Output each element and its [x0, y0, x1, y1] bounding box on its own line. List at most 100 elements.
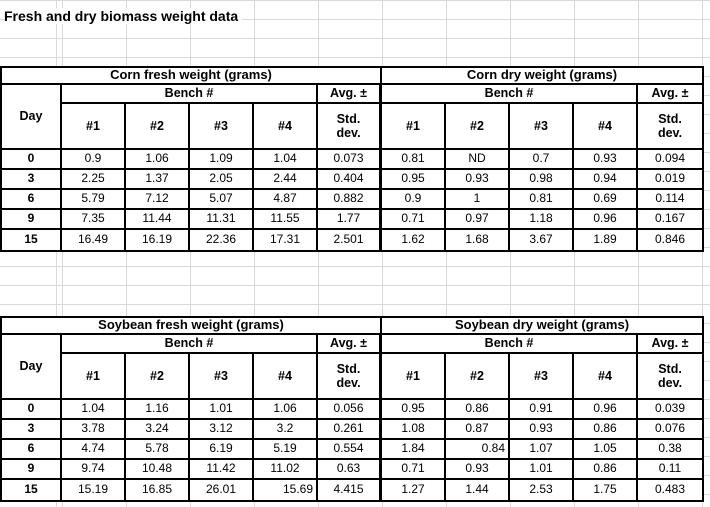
value-cell[interactable]: 0.93: [574, 150, 638, 170]
avg-cell[interactable]: 0.076: [638, 420, 702, 440]
value-cell[interactable]: 11.31: [190, 210, 254, 230]
value-cell[interactable]: 22.36: [190, 230, 254, 250]
bench3-header-cell[interactable]: #3: [510, 104, 574, 150]
day-cell[interactable]: 9: [2, 460, 62, 480]
value-cell[interactable]: 16.49: [62, 230, 126, 250]
value-cell[interactable]: 9.74: [62, 460, 126, 480]
value-cell[interactable]: 0.86: [574, 420, 638, 440]
avg-cell[interactable]: 0.114: [638, 190, 702, 210]
value-cell[interactable]: 5.79: [62, 190, 126, 210]
value-cell[interactable]: 0.81: [510, 190, 574, 210]
value-cell[interactable]: 0.86: [574, 460, 638, 480]
value-cell[interactable]: 5.07: [190, 190, 254, 210]
bench2-header-cell[interactable]: #2: [446, 354, 510, 400]
value-cell[interactable]: 0.93: [446, 460, 510, 480]
value-cell[interactable]: 0.81: [382, 150, 446, 170]
value-cell[interactable]: 0.71: [382, 210, 446, 230]
soybean-fresh-title-cell[interactable]: Soybean fresh weight (grams): [2, 318, 382, 335]
value-cell[interactable]: 2.53: [510, 480, 574, 500]
value-cell[interactable]: 17.31: [254, 230, 318, 250]
bench2-header-cell[interactable]: #2: [126, 104, 190, 150]
value-cell[interactable]: 4.74: [62, 440, 126, 460]
value-cell[interactable]: 11.55: [254, 210, 318, 230]
avg-cell[interactable]: 0.404: [318, 170, 382, 190]
avg-cell[interactable]: 0.554: [318, 440, 382, 460]
avg-cell[interactable]: 2.501: [318, 230, 382, 250]
value-cell[interactable]: 1.68: [446, 230, 510, 250]
value-cell[interactable]: 0.98: [510, 170, 574, 190]
value-cell[interactable]: 1.75: [574, 480, 638, 500]
value-cell[interactable]: 1.01: [510, 460, 574, 480]
avg-cell[interactable]: 0.019: [638, 170, 702, 190]
bench4-header-cell[interactable]: #4: [574, 104, 638, 150]
day-cell[interactable]: 9: [2, 210, 62, 230]
avg-cell[interactable]: 0.094: [638, 150, 702, 170]
bench3-header-cell[interactable]: #3: [190, 104, 254, 150]
value-cell[interactable]: 3.67: [510, 230, 574, 250]
avg-header-fresh-cell[interactable]: Avg. ±: [318, 335, 382, 354]
value-cell[interactable]: 16.19: [126, 230, 190, 250]
value-cell[interactable]: 0.87: [446, 420, 510, 440]
value-cell[interactable]: 0.71: [382, 460, 446, 480]
value-cell[interactable]: 0.9: [62, 150, 126, 170]
value-cell[interactable]: 2.44: [254, 170, 318, 190]
value-cell[interactable]: 1.01: [190, 400, 254, 420]
value-cell[interactable]: 0.93: [510, 420, 574, 440]
value-cell[interactable]: 1.04: [62, 400, 126, 420]
day-header-cell[interactable]: Day: [2, 85, 62, 150]
avg-header-fresh-cell[interactable]: Avg. ±: [318, 85, 382, 104]
value-cell[interactable]: 16.85: [126, 480, 190, 500]
value-cell[interactable]: 15.19: [62, 480, 126, 500]
bench2-header-cell[interactable]: #2: [446, 104, 510, 150]
avg-cell[interactable]: 0.056: [318, 400, 382, 420]
value-cell[interactable]: 3.78: [62, 420, 126, 440]
avg-cell[interactable]: 1.77: [318, 210, 382, 230]
bench4-header-cell[interactable]: #4: [254, 104, 318, 150]
avg-cell[interactable]: 0.261: [318, 420, 382, 440]
value-cell[interactable]: 26.01: [190, 480, 254, 500]
value-cell[interactable]: 4.87: [254, 190, 318, 210]
bench2-header-cell[interactable]: #2: [126, 354, 190, 400]
avg-header-dry-cell[interactable]: Avg. ±: [638, 85, 702, 104]
day-cell[interactable]: 6: [2, 440, 62, 460]
value-cell[interactable]: 0.94: [574, 170, 638, 190]
avg-cell[interactable]: 0.073: [318, 150, 382, 170]
value-cell[interactable]: 0.95: [382, 170, 446, 190]
value-cell[interactable]: 10.48: [126, 460, 190, 480]
value-cell[interactable]: 0.91: [510, 400, 574, 420]
value-cell[interactable]: 3.24: [126, 420, 190, 440]
sheet-title-cell[interactable]: Fresh and dry biomass weight data: [4, 8, 243, 24]
value-cell[interactable]: 0.95: [382, 400, 446, 420]
value-cell[interactable]: 15.69: [254, 480, 318, 500]
value-cell[interactable]: 2.05: [190, 170, 254, 190]
stddev-header-fresh-cell[interactable]: Std. dev.: [318, 354, 382, 400]
value-cell[interactable]: 11.42: [190, 460, 254, 480]
soybean-dry-title-cell[interactable]: Soybean dry weight (grams): [382, 318, 702, 335]
value-cell[interactable]: 1.37: [126, 170, 190, 190]
value-cell[interactable]: 1.62: [382, 230, 446, 250]
bench3-header-cell[interactable]: #3: [190, 354, 254, 400]
day-cell[interactable]: 3: [2, 170, 62, 190]
day-cell[interactable]: 15: [2, 480, 62, 500]
value-cell[interactable]: 1.06: [126, 150, 190, 170]
value-cell[interactable]: 0.96: [574, 400, 638, 420]
value-cell[interactable]: 0.84: [446, 440, 510, 460]
value-cell[interactable]: ND: [446, 150, 510, 170]
bench-header-fresh-cell[interactable]: Bench #: [62, 335, 318, 354]
value-cell[interactable]: 3.12: [190, 420, 254, 440]
day-cell[interactable]: 15: [2, 230, 62, 250]
bench-header-dry-cell[interactable]: Bench #: [382, 335, 638, 354]
value-cell[interactable]: 1.89: [574, 230, 638, 250]
day-cell[interactable]: 3: [2, 420, 62, 440]
bench1-header-cell[interactable]: #1: [62, 104, 126, 150]
value-cell[interactable]: 0.97: [446, 210, 510, 230]
avg-cell[interactable]: 0.38: [638, 440, 702, 460]
bench1-header-cell[interactable]: #1: [382, 354, 446, 400]
avg-cell[interactable]: 0.11: [638, 460, 702, 480]
value-cell[interactable]: 2.25: [62, 170, 126, 190]
avg-cell[interactable]: 0.039: [638, 400, 702, 420]
day-cell[interactable]: 6: [2, 190, 62, 210]
value-cell[interactable]: 0.69: [574, 190, 638, 210]
value-cell[interactable]: 3.2: [254, 420, 318, 440]
